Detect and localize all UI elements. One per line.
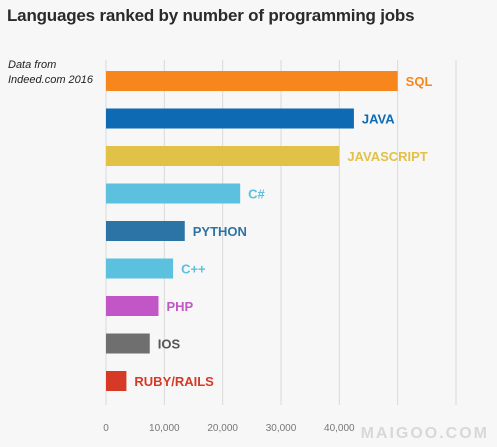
bar-label: SQL <box>406 74 433 89</box>
bar-label: C++ <box>181 262 206 277</box>
bar-label: IOS <box>158 337 181 352</box>
bar-java <box>106 108 354 129</box>
x-tick-label: 10,000 <box>149 423 180 434</box>
x-tick-label: 0 <box>103 423 109 434</box>
chart-title: Languages ranked by number of programmin… <box>7 6 415 25</box>
source-note: Data from Indeed.com 2016 <box>8 59 94 86</box>
bar-label: JAVASCRIPT <box>347 149 427 164</box>
bar-label: PHP <box>167 299 194 314</box>
x-tick-label: 30,000 <box>266 423 297 434</box>
x-tick-label: 20,000 <box>207 423 238 434</box>
bar-label: C# <box>248 187 265 202</box>
bar-ruby-rails <box>106 371 127 391</box>
bar-python <box>106 221 185 241</box>
bar-ios <box>106 333 150 354</box>
x-tick-label: 40,000 <box>324 423 355 434</box>
bar-php <box>106 296 159 316</box>
bar-label: JAVA <box>362 112 395 127</box>
watermark: MAIGOO.COM <box>360 425 489 442</box>
bar-javascript <box>106 146 340 166</box>
bar-c- <box>106 258 174 279</box>
bar-c- <box>106 183 241 204</box>
bar-sql <box>106 71 398 91</box>
bar-label: RUBY/RAILS <box>134 374 214 389</box>
bar-label: PYTHON <box>193 224 247 239</box>
